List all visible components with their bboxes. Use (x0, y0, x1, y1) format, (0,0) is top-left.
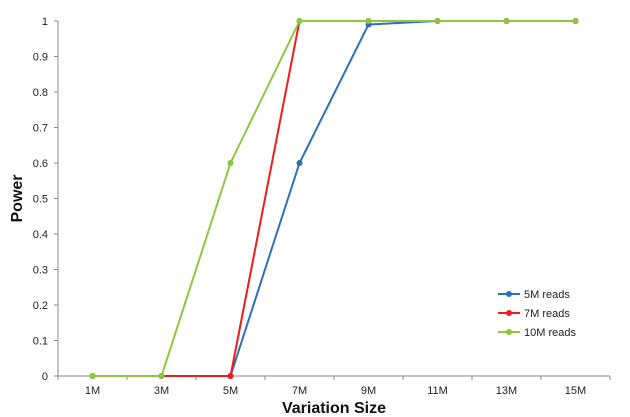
data-point-10m-reads (434, 18, 441, 24)
y-tick-label: 0.3 (33, 265, 48, 277)
x-tick-label: 11M (427, 385, 448, 397)
x-tick-label: 15M (565, 385, 586, 397)
y-tick-label: 0.8 (33, 87, 48, 99)
x-tick-label: 3M (154, 385, 169, 397)
series-line-5m-reads (92, 20, 576, 377)
legend-marker-5m-reads (506, 291, 512, 297)
x-tick-label: 1M (85, 385, 100, 397)
y-axis-title: Power (9, 174, 26, 222)
y-tick-label: 0.2 (33, 300, 48, 312)
data-point-10m-reads (572, 18, 579, 24)
x-tick-label: 5M (223, 385, 238, 397)
y-tick-label: 0.4 (33, 229, 48, 241)
data-point-10m-reads (296, 18, 303, 24)
data-point-10m-reads (158, 373, 165, 379)
y-tick-label: 0.7 (33, 123, 48, 135)
legend: 5M reads 7M reads 10M reads (498, 289, 576, 339)
legend-marker-10m-reads (506, 329, 512, 335)
legend-label-7m-reads: 7M reads (524, 308, 570, 320)
x-axis-title: Variation Size (282, 400, 386, 417)
series-lines (89, 18, 579, 379)
data-point-10m-reads (227, 160, 234, 166)
data-point-10m-reads (89, 373, 96, 379)
data-point-5m-reads (296, 160, 303, 166)
series-line-7m-reads (92, 20, 576, 377)
y-tick-label: 0.1 (33, 336, 48, 348)
x-tick-label: 13M (496, 385, 517, 397)
legend-label-5m-reads: 5M reads (524, 289, 570, 301)
y-tick-label: 0.5 (33, 194, 48, 206)
data-point-7m-reads (227, 373, 234, 379)
x-tick-label: 7M (292, 385, 307, 397)
y-tick-label: 0.9 (33, 52, 48, 64)
y-tick-label: 0 (42, 371, 48, 383)
data-point-10m-reads (365, 18, 372, 24)
data-point-10m-reads (503, 18, 510, 24)
legend-marker-7m-reads (506, 310, 512, 316)
legend-label-10m-reads: 10M reads (524, 327, 576, 339)
x-tick-label: 9M (361, 385, 376, 397)
y-tick-label: 0.6 (33, 158, 48, 170)
y-tick-label: 1 (42, 16, 48, 28)
series-line-10m-reads (92, 20, 576, 377)
